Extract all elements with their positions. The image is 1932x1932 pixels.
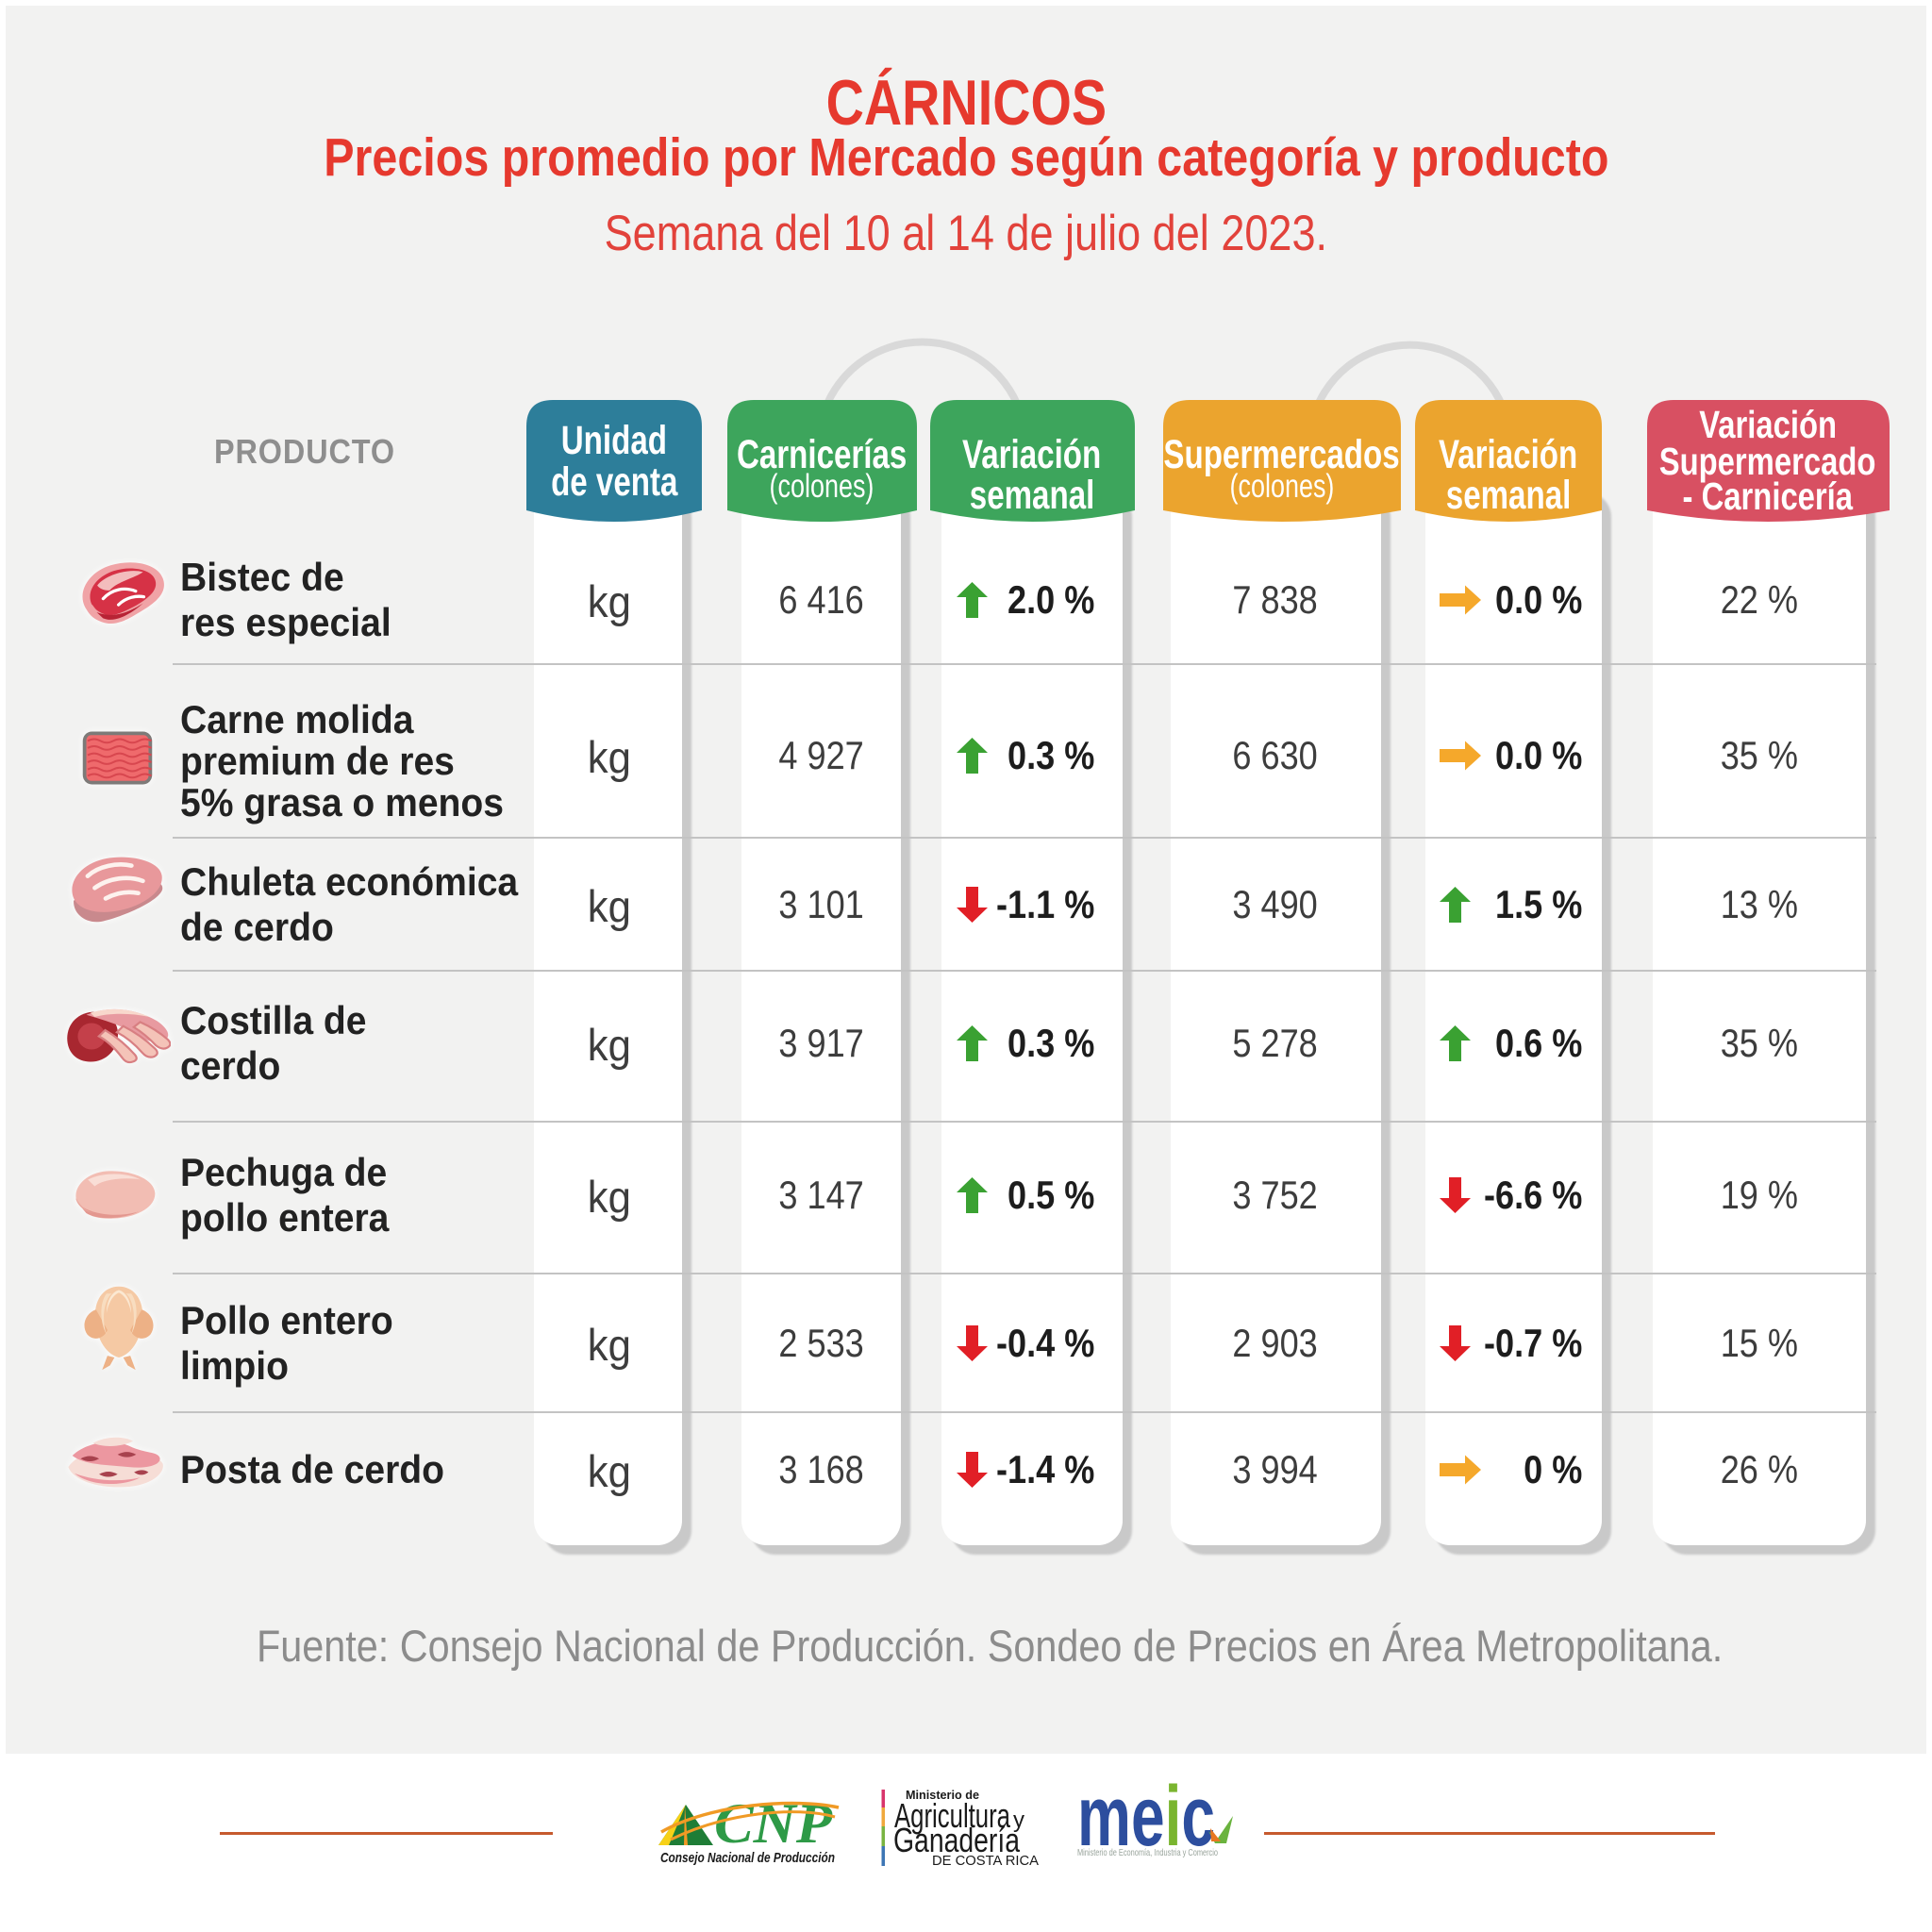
svg-text:DE COSTA RICA: DE COSTA RICA <box>932 1853 1039 1869</box>
svg-text:Consejo Nacional de Producción: Consejo Nacional de Producción <box>660 1850 835 1866</box>
svg-text:Ganadería: Ganadería <box>893 1821 1021 1859</box>
svg-text:Agricultura: Agricultura <box>894 1796 1011 1835</box>
svg-text:meic: meic <box>1077 1781 1215 1864</box>
svg-text:y: y <box>1013 1807 1024 1833</box>
svg-text:CNP: CNP <box>714 1792 833 1855</box>
svg-text:Ministerio de: Ministerio de <box>906 1788 979 1802</box>
svg-text:Ministerio de Economía, Indust: Ministerio de Economía, Industria y Come… <box>1077 1847 1218 1858</box>
